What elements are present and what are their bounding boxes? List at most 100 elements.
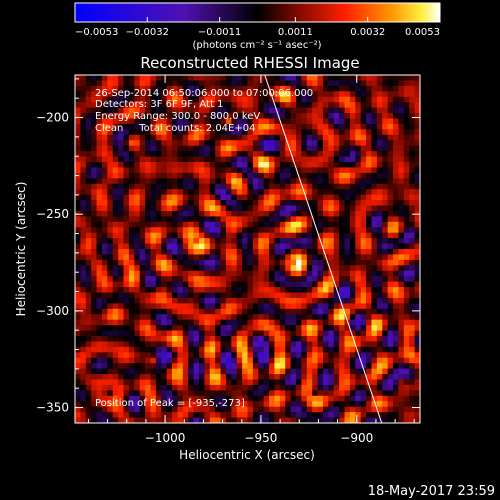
heatmap-pixel <box>263 118 270 125</box>
heatmap-pixel <box>312 140 318 146</box>
heatmap-pixel <box>349 96 356 103</box>
heatmap-pixel <box>145 75 151 81</box>
heatmap-pixel <box>285 85 291 92</box>
heatmap-pixel <box>328 243 335 250</box>
heatmap-pixel <box>161 308 167 315</box>
heatmap-pixel <box>220 162 227 168</box>
heatmap-pixel <box>252 336 259 342</box>
heatmap-pixel <box>107 243 114 250</box>
heatmap-pixel <box>366 107 372 114</box>
heatmap-pixel <box>242 189 248 195</box>
heatmap-pixel <box>242 80 248 87</box>
heatmap-pixel <box>182 80 189 87</box>
heatmap-pixel <box>393 118 399 125</box>
heatmap-pixel <box>188 281 194 288</box>
heatmap-pixel <box>225 156 232 163</box>
heatmap-pixel <box>360 75 367 81</box>
heatmap-pixel <box>339 352 345 359</box>
heatmap-pixel <box>220 254 227 261</box>
heatmap-pixel <box>155 129 162 136</box>
heatmap-pixel <box>172 162 178 168</box>
heatmap-pixel <box>296 75 302 81</box>
heatmap-pixel <box>242 341 248 348</box>
heatmap-pixel <box>193 270 200 277</box>
heatmap-pixel <box>236 249 243 255</box>
heatmap-pixel <box>145 374 151 380</box>
heatmap-pixel <box>123 384 130 391</box>
heatmap-pixel <box>349 297 356 304</box>
heatmap-pixel <box>355 216 361 223</box>
heatmap-pixel <box>398 232 405 239</box>
heatmap-pixel <box>172 368 178 375</box>
heatmap-pixel <box>139 341 146 348</box>
heatmap-pixel <box>123 129 130 136</box>
heatmap-pixel <box>220 205 227 212</box>
heatmap-pixel <box>107 85 114 92</box>
heatmap-pixel <box>285 129 291 136</box>
heatmap-pixel <box>393 276 399 282</box>
heatmap-pixel <box>134 417 140 423</box>
heatmap-pixel <box>344 167 351 174</box>
heatmap-pixel <box>301 227 308 233</box>
heatmap-pixel <box>198 341 205 348</box>
heatmap-pixel <box>382 75 388 81</box>
heatmap-pixel <box>366 118 372 125</box>
heatmap-pixel <box>75 178 81 185</box>
heatmap-pixel <box>376 232 383 239</box>
heatmap-pixel <box>96 216 103 223</box>
heatmap-pixel <box>236 178 243 185</box>
heatmap-pixel <box>80 107 87 114</box>
heatmap-pixel <box>252 129 259 136</box>
heatmap-pixel <box>198 265 205 272</box>
heatmap-pixel <box>301 254 308 261</box>
heatmap-pixel <box>150 325 157 331</box>
heatmap-pixel <box>123 341 130 348</box>
heatmap-pixel <box>118 341 124 348</box>
heatmap-pixel <box>118 243 124 250</box>
heatmap-pixel <box>139 401 146 407</box>
heatmap-pixel <box>188 357 194 364</box>
heatmap-pixel <box>296 303 302 310</box>
heatmap-pixel <box>279 238 286 244</box>
heatmap-pixel <box>403 156 410 163</box>
heatmap-pixel <box>220 325 227 331</box>
heatmap-pixel <box>198 352 205 359</box>
heatmap-pixel <box>91 254 97 261</box>
heatmap-pixel <box>177 292 184 299</box>
heatmap-pixel <box>155 341 162 348</box>
heatmap-pixel <box>371 406 378 413</box>
heatmap-pixel <box>349 189 356 195</box>
heatmap-pixel <box>236 129 243 136</box>
heatmap-pixel <box>145 341 151 348</box>
heatmap-pixel <box>188 96 194 103</box>
heatmap-pixel <box>155 75 162 81</box>
heatmap-pixel <box>398 210 405 217</box>
heatmap-pixel <box>376 297 383 304</box>
heatmap-pixel <box>96 254 103 261</box>
heatmap-pixel <box>128 243 135 250</box>
heatmap-pixel <box>306 270 313 277</box>
heatmap-pixel <box>290 107 297 114</box>
heatmap-pixel <box>317 341 324 348</box>
heatmap-pixel <box>328 319 335 326</box>
heatmap-pixel <box>101 287 108 293</box>
heatmap-pixel <box>112 249 119 255</box>
heatmap-pixel <box>139 357 146 364</box>
heatmap-pixel <box>123 178 130 185</box>
heatmap-pixel <box>290 314 297 320</box>
heatmap-pixel <box>155 308 162 315</box>
heatmap-pixel <box>247 178 254 185</box>
heatmap-pixel <box>322 390 329 397</box>
heatmap-pixel <box>166 172 173 179</box>
heatmap-pixel <box>177 319 184 326</box>
heatmap-pixel <box>376 183 383 190</box>
heatmap-pixel <box>220 314 227 320</box>
heatmap-pixel <box>285 221 291 228</box>
heatmap-pixel <box>220 276 227 282</box>
heatmap-pixel <box>134 265 140 272</box>
heatmap-pixel <box>317 216 324 223</box>
heatmap-pixel <box>317 145 324 152</box>
heatmap-pixel <box>312 352 318 359</box>
heatmap-pixel <box>209 325 216 331</box>
heatmap-pixel <box>112 254 119 261</box>
